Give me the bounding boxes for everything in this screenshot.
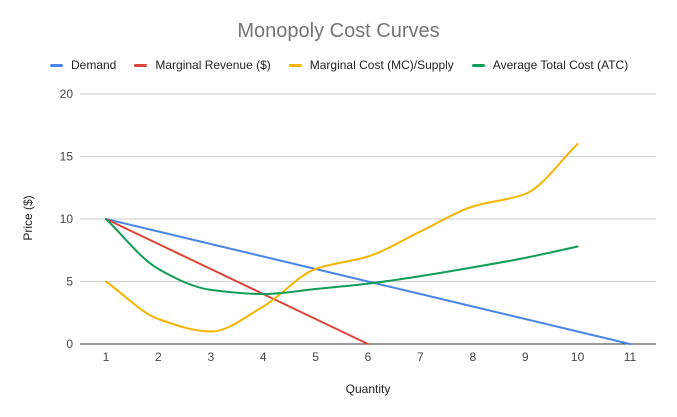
series-line-marginal-revenue bbox=[105, 218, 369, 345]
x-tick-label: 6 bbox=[365, 350, 372, 364]
legend-swatch-marginal-cost bbox=[288, 63, 302, 67]
y-tick-label: 10 bbox=[60, 212, 74, 226]
legend-item-average-total-cost: Average Total Cost (ATC) bbox=[471, 58, 629, 72]
legend-label-marginal-cost: Marginal Cost (MC)/Supply bbox=[309, 58, 454, 72]
x-tick-label: 9 bbox=[522, 350, 529, 364]
legend-item-marginal-cost: Marginal Cost (MC)/Supply bbox=[288, 58, 454, 72]
legend-label-average-total-cost: Average Total Cost (ATC) bbox=[492, 58, 629, 72]
x-tick-label: 5 bbox=[312, 350, 319, 364]
x-tick-label: 11 bbox=[624, 350, 637, 364]
legend: Demand Marginal Revenue ($) Marginal Cos… bbox=[50, 58, 646, 72]
y-axis-title: Price ($) bbox=[21, 195, 35, 240]
series-line-average-total-cost bbox=[105, 218, 579, 295]
series-line-demand bbox=[105, 218, 631, 345]
x-tick-label: 7 bbox=[417, 350, 424, 364]
legend-item-marginal-revenue: Marginal Revenue ($) bbox=[134, 58, 271, 72]
legend-swatch-marginal-revenue bbox=[134, 63, 148, 67]
y-tick-label: 0 bbox=[66, 337, 73, 351]
legend-item-demand: Demand bbox=[50, 58, 116, 72]
legend-label-demand: Demand bbox=[71, 58, 117, 72]
gridlines bbox=[80, 93, 656, 345]
legend-swatch-average-total-cost bbox=[471, 63, 485, 67]
x-axis-title: Quantity bbox=[346, 382, 391, 396]
legend-label-marginal-revenue: Marginal Revenue ($) bbox=[155, 58, 271, 72]
x-tick-label: 10 bbox=[571, 350, 585, 364]
legend-swatch-demand bbox=[50, 63, 63, 67]
series-lines bbox=[105, 143, 631, 345]
x-tick-label: 2 bbox=[155, 350, 162, 364]
x-tick-label: 1 bbox=[103, 350, 110, 364]
series-line-marginal-cost bbox=[105, 143, 579, 333]
y-tick-label: 5 bbox=[66, 275, 73, 289]
y-tick-label: 20 bbox=[60, 87, 74, 101]
chart-title: Monopoly Cost Curves bbox=[237, 20, 440, 42]
x-tick-label: 3 bbox=[207, 350, 214, 364]
x-tick-label: 8 bbox=[469, 350, 476, 364]
x-tick-label: 4 bbox=[260, 350, 267, 364]
tick-labels: 0 5 10 15 20 1 2 3 4 5 6 7 8 9 10 11 bbox=[60, 87, 637, 364]
y-tick-label: 15 bbox=[60, 150, 74, 164]
